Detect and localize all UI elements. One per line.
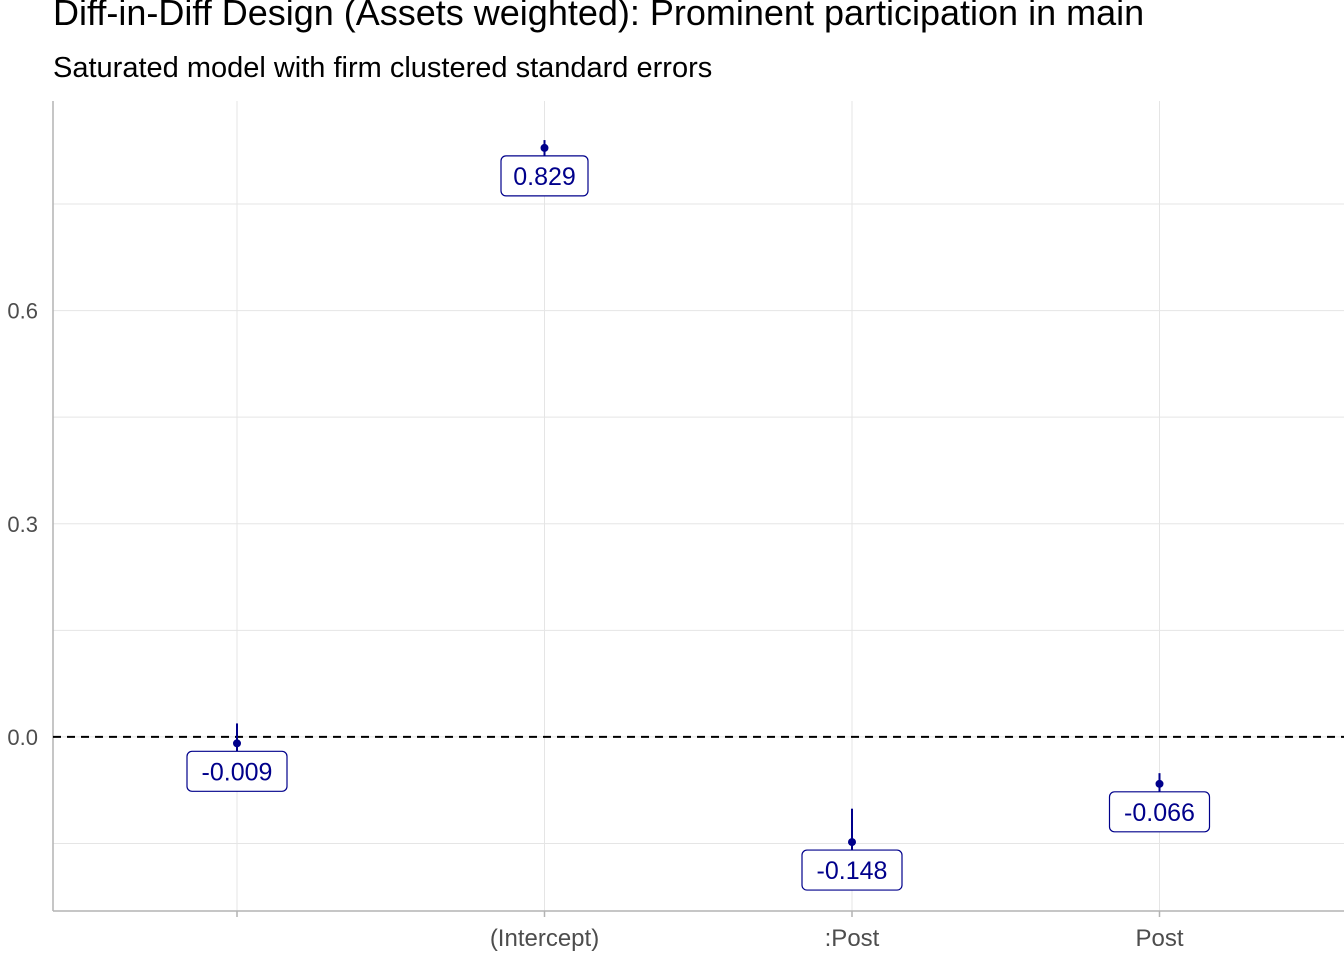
x-tick-label: :Post <box>825 925 880 952</box>
data-point <box>1155 779 1164 788</box>
data-label: -0.148 <box>817 857 888 885</box>
data-point <box>540 143 549 152</box>
data-label-box <box>186 750 288 792</box>
chart-title: Diff-in-Diff Design (Assets weighted): P… <box>53 0 1145 33</box>
x-tick-label: Post <box>1135 925 1183 952</box>
y-tick-label: 0.6 <box>7 299 38 324</box>
data-label: 0.829 <box>513 163 576 191</box>
chart-subtitle: Saturated model with firm clustered stan… <box>53 52 713 84</box>
data-label: -0.066 <box>1124 799 1195 827</box>
data-point <box>233 739 241 748</box>
data-point <box>848 838 856 847</box>
y-tick-label: 0.0 <box>7 725 38 750</box>
x-tick-label: (Intercept) <box>490 925 599 952</box>
data-label-box <box>500 155 589 197</box>
data-label-box <box>1108 791 1211 833</box>
data-label: -0.009 <box>202 758 273 786</box>
data-label-box <box>801 849 903 891</box>
y-tick-label: 0.3 <box>7 512 38 537</box>
